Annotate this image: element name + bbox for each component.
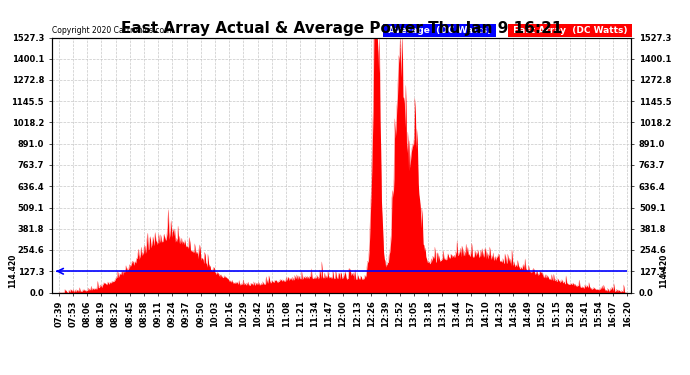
Text: 114.420: 114.420 bbox=[8, 254, 17, 288]
Title: East Array Actual & Average Power Thu Jan 9 16:21: East Array Actual & Average Power Thu Ja… bbox=[121, 21, 562, 36]
Text: Average  (DC Watts): Average (DC Watts) bbox=[385, 26, 495, 35]
Text: Copyright 2020 Cartronics.com: Copyright 2020 Cartronics.com bbox=[52, 26, 171, 35]
Text: East Array  (DC Watts): East Array (DC Watts) bbox=[510, 26, 630, 35]
Text: 114.420: 114.420 bbox=[659, 254, 668, 288]
